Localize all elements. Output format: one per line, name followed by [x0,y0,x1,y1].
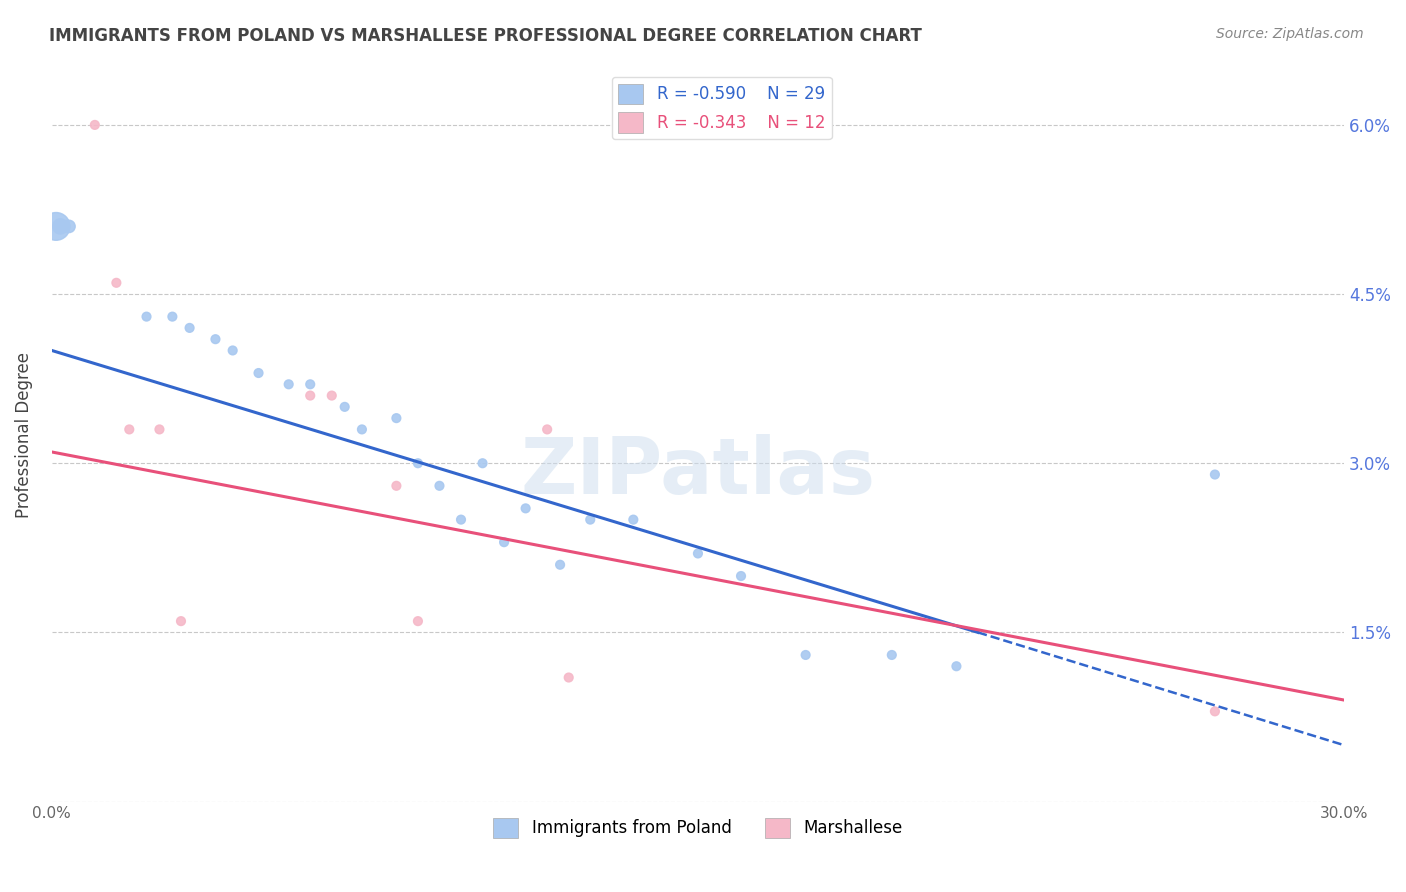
Point [350,422,373,436]
Point [548,558,571,572]
Point [794,648,817,662]
Point [83,118,105,132]
Point [1204,467,1226,482]
Point [148,422,170,436]
Point [247,366,270,380]
Point [880,648,903,662]
Text: Source: ZipAtlas.com: Source: ZipAtlas.com [1216,27,1364,41]
Point [135,310,157,324]
Point [321,388,343,402]
Point [621,513,644,527]
Text: IMMIGRANTS FROM POLAND VS MARSHALLESE PROFESSIONAL DEGREE CORRELATION CHART: IMMIGRANTS FROM POLAND VS MARSHALLESE PR… [49,27,922,45]
Point [686,546,709,560]
Point [406,456,429,470]
Point [557,671,579,685]
Point [579,513,602,527]
Point [406,614,429,628]
Point [494,535,516,549]
Point [515,501,537,516]
Point [730,569,752,583]
Point [105,276,128,290]
Point [49,219,72,234]
Point [162,310,184,324]
Point [45,219,67,234]
Point [385,411,408,425]
Point [299,377,322,392]
Point [1204,704,1226,718]
Point [450,513,472,527]
Point [471,456,494,470]
Point [277,377,299,392]
Point [299,388,322,402]
Point [945,659,967,673]
Y-axis label: Professional Degree: Professional Degree [15,352,32,518]
Point [536,422,558,436]
Legend: Immigrants from Poland, Marshallese: Immigrants from Poland, Marshallese [486,811,910,845]
Point [204,332,226,346]
Point [429,479,451,493]
Point [170,614,193,628]
Point [58,219,80,234]
Point [118,422,141,436]
Point [385,479,408,493]
Point [221,343,243,358]
Point [333,400,356,414]
Point [179,321,201,335]
Text: ZIPatlas: ZIPatlas [520,434,876,509]
